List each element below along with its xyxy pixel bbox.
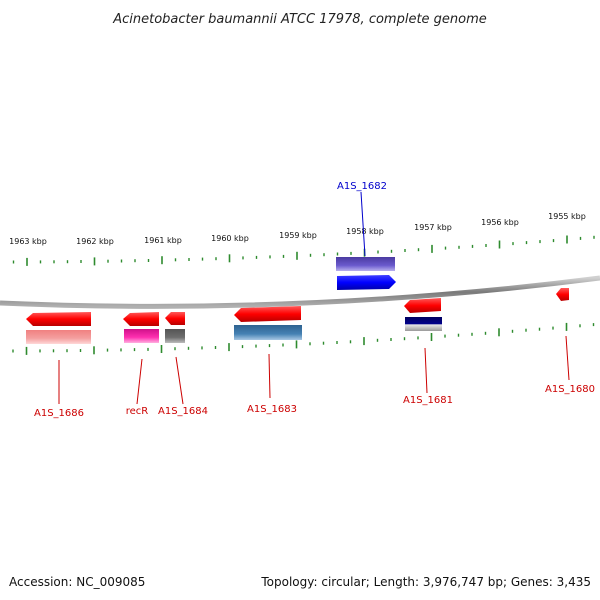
gene-a1s-1680[interactable]: A1S_1680 xyxy=(545,288,595,395)
gene-label-leader xyxy=(360,191,366,257)
scale-label: 1957 kbp xyxy=(414,223,452,232)
gene-label-leader xyxy=(136,358,143,405)
gene-label-leader xyxy=(424,347,428,394)
scale-label: 1958 kbp xyxy=(346,227,384,236)
gene-label-leader xyxy=(175,356,184,405)
gene-label: A1S_1683 xyxy=(247,404,297,415)
scale-labels: 1963 kbp 1962 kbp 1961 kbp 1960 kbp 1959… xyxy=(9,212,586,246)
gene-a1s-1684[interactable]: A1S_1684 xyxy=(158,312,208,417)
gene-label: A1S_1684 xyxy=(158,406,208,417)
genome-title: Acinetobacter baumannii ATCC 17978, comp… xyxy=(112,12,487,27)
gene-label-leader xyxy=(565,335,570,381)
gene-arrow xyxy=(234,306,301,322)
cds-feature xyxy=(165,329,185,343)
scale-label: 1959 kbp xyxy=(279,231,317,240)
gene-label: A1S_1686 xyxy=(34,408,84,419)
scale-label: 1961 kbp xyxy=(144,236,182,245)
gene-arrow xyxy=(556,288,569,301)
accession-text: Accession: NC_009085 xyxy=(9,575,145,589)
gene-arrow xyxy=(26,312,91,326)
gene-a1s-1681[interactable]: A1S_1681 xyxy=(403,298,453,406)
scale-label: 1960 kbp xyxy=(211,234,249,243)
gene-arrow xyxy=(404,298,441,313)
gene-label: recR xyxy=(126,406,149,417)
gene-arrow xyxy=(337,275,396,290)
gene-recr[interactable]: recR xyxy=(123,312,159,417)
cds-feature xyxy=(124,329,159,343)
gene-a1s-1682[interactable]: A1S_1682 xyxy=(336,181,396,290)
genome-info-text: Topology: circular; Length: 3,976,747 bp… xyxy=(260,575,591,589)
cds-feature xyxy=(405,317,442,331)
gene-label: A1S_1682 xyxy=(337,181,387,192)
gene-a1s-1683[interactable]: A1S_1683 xyxy=(234,306,302,415)
forward-scale-ticks xyxy=(12,235,595,266)
gene-arrow xyxy=(165,312,185,325)
scale-label: 1956 kbp xyxy=(481,218,519,227)
gene-label: A1S_1680 xyxy=(545,384,595,395)
gene-label: A1S_1681 xyxy=(403,395,453,406)
genome-backbone xyxy=(0,275,600,309)
scale-label: 1962 kbp xyxy=(76,237,114,246)
cds-feature xyxy=(336,257,395,271)
reverse-scale-ticks xyxy=(12,322,595,355)
cds-feature xyxy=(26,330,91,344)
scale-label: 1963 kbp xyxy=(9,237,47,246)
gene-a1s-1686[interactable]: A1S_1686 xyxy=(26,312,91,419)
gene-arrow xyxy=(123,312,159,326)
scale-label: 1955 kbp xyxy=(548,212,586,221)
cds-feature xyxy=(234,325,302,340)
gene-label-leader xyxy=(268,353,271,399)
